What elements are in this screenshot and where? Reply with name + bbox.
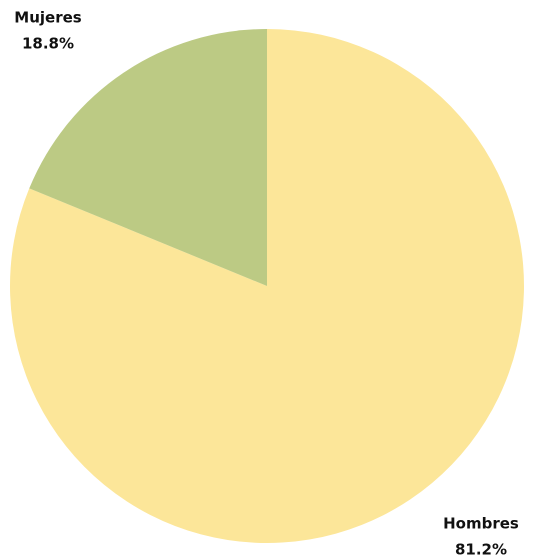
- pie-slice: [9, 29, 525, 543]
- pie-slice: [29, 28, 267, 286]
- slice-value-label: 81.2%: [455, 541, 507, 556]
- slice-value-label: 18.8%: [22, 35, 74, 53]
- slice-label: Mujeres: [14, 9, 81, 27]
- slice-label: Hombres: [443, 515, 519, 533]
